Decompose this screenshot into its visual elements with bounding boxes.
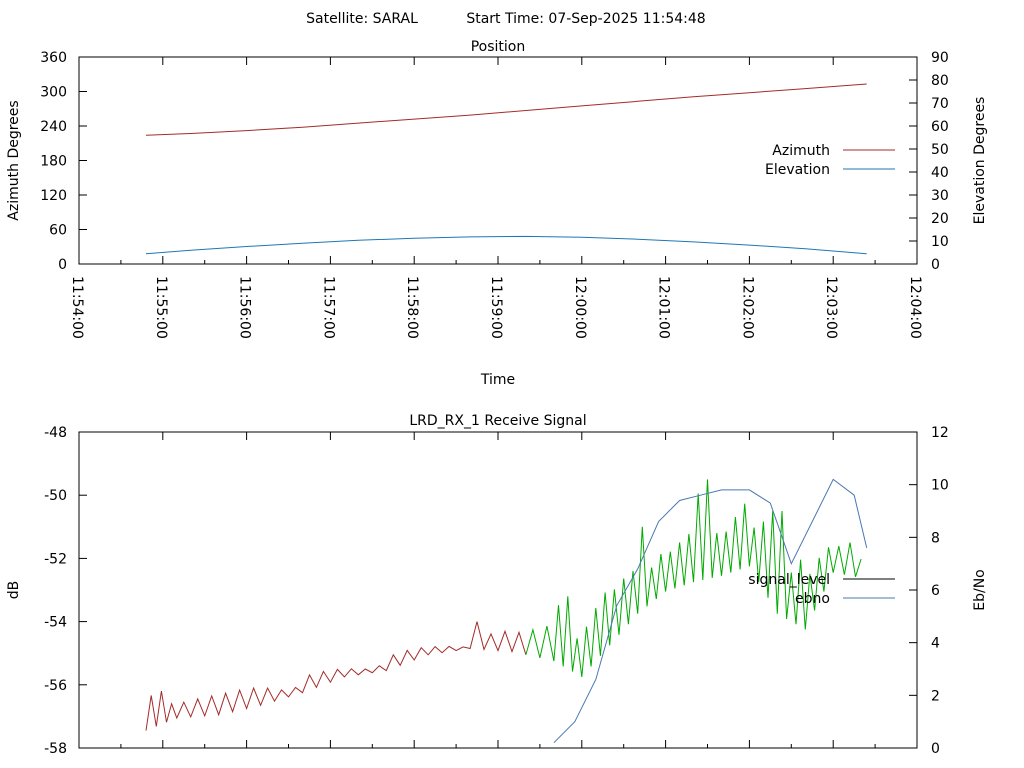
y2-tick-label: 30 — [931, 188, 949, 204]
x-tick-label: 11:59:00 — [488, 276, 504, 339]
x-tick-label: 12:04:00 — [907, 276, 923, 339]
y-tick-label: -50 — [44, 488, 67, 504]
y-tick-label: 240 — [40, 119, 67, 135]
plot-frame — [78, 56, 918, 265]
start-time-label: Start Time: 07-Sep-2025 11:54:48 — [466, 11, 705, 27]
y-tick-label: 180 — [40, 154, 67, 170]
series-line-signal_level-late — [525, 479, 862, 677]
x-tick-label: 11:56:00 — [237, 276, 253, 339]
series-line-signal_level — [145, 621, 527, 731]
x-tick-label: 11:55:00 — [153, 276, 169, 339]
x-tick-label: 12:01:00 — [656, 276, 672, 339]
y2-tick-label: 6 — [931, 583, 940, 599]
y2-tick-label: 90 — [931, 50, 949, 66]
x-tick-label: 11:58:00 — [404, 276, 420, 339]
y2-tick-label: 10 — [931, 478, 949, 494]
position-plot: Position 0 60 120 180 240 300 360 0 10 20 30 40 50 60 7… — [6, 39, 988, 388]
y2-tick-label: 40 — [931, 165, 949, 181]
y-tick-label: -56 — [44, 678, 67, 694]
y-tick-label: 360 — [40, 50, 67, 66]
y2-tick-label: 4 — [931, 636, 940, 652]
series-line-Azimuth — [145, 83, 867, 136]
y2-tick-label: 8 — [931, 530, 940, 546]
y-tick-label: -54 — [44, 615, 67, 631]
y2-tick-label: 60 — [931, 119, 949, 135]
y2-tick-label: 10 — [931, 234, 949, 250]
y2-tick-label: 70 — [931, 96, 949, 112]
y-axis-label: Azimuth Degrees — [6, 100, 22, 220]
series-line-Elevation — [145, 235, 867, 255]
y-axis-label: dB — [6, 581, 22, 600]
legend-label: signal_level — [748, 572, 830, 588]
y-tick-label: 60 — [49, 223, 67, 239]
plot-frame — [78, 431, 918, 749]
x-tick-label: 12:02:00 — [739, 276, 755, 339]
satellite-label: Satellite: SARAL — [306, 11, 418, 27]
legend-label: Elevation — [765, 162, 830, 178]
y2-tick-label: 80 — [931, 73, 949, 89]
series-line-ebno — [553, 478, 868, 744]
y-tick-label: 300 — [40, 85, 67, 101]
y2-tick-label: 12 — [931, 425, 949, 441]
x-tick-label: 12:00:00 — [572, 276, 588, 339]
y2-axis-label: Eb/No — [972, 569, 988, 611]
y2-tick-label: 0 — [931, 257, 940, 273]
y-tick-label: -52 — [44, 551, 67, 567]
y2-tick-label: 50 — [931, 142, 949, 158]
y-tick-label: -58 — [44, 741, 67, 757]
y-tick-label: 120 — [40, 188, 67, 204]
y-tick-label: 0 — [58, 257, 67, 273]
plot-title: LRD_RX_1 Receive Signal — [409, 413, 586, 429]
y2-tick-label: 20 — [931, 211, 949, 227]
y-tick-label: -48 — [44, 425, 67, 441]
receive-signal-plot: LRD_RX_1 Receive Signal -58 -56 -54 -52 -50 -4… — [6, 413, 988, 757]
x-tick-label: 12:03:00 — [823, 276, 839, 339]
y2-tick-label: 0 — [931, 741, 940, 757]
x-tick-label: 11:54:00 — [69, 276, 85, 339]
legend-label: ebno — [795, 591, 830, 607]
legend-label: Azimuth — [772, 143, 830, 159]
plot-title: Position — [471, 39, 526, 55]
y2-axis-label: Elevation Degrees — [972, 97, 988, 225]
y2-tick-label: 2 — [931, 688, 940, 704]
x-tick-label: 11:57:00 — [320, 276, 336, 339]
x-axis-label: Time — [480, 372, 515, 388]
